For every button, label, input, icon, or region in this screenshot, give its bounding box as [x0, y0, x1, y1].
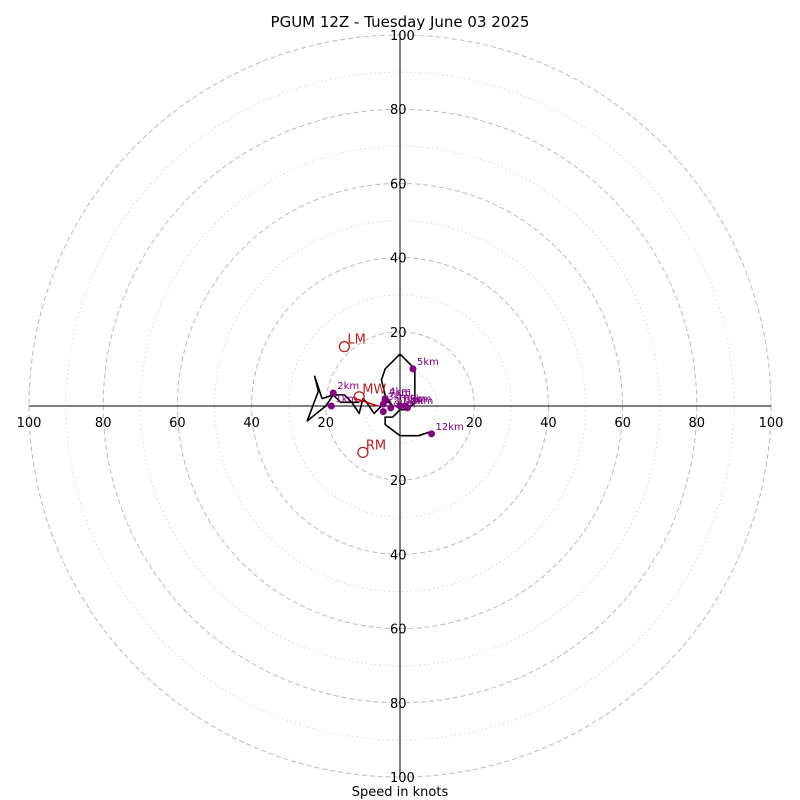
x-tick-label: 60: [614, 416, 631, 431]
height-marker-label: 12km: [436, 422, 464, 433]
y-tick-label: 40: [390, 548, 407, 563]
x-tick-label: 100: [759, 416, 784, 431]
x-tick-label: 80: [689, 416, 706, 431]
x-tick-label: 20: [318, 416, 335, 431]
height-marker: [327, 402, 335, 410]
storm-motion-label: MW: [362, 383, 386, 398]
y-tick-label: 40: [390, 252, 407, 267]
shear-vector-layer: [355, 397, 378, 407]
storm-motion-label: RM: [366, 438, 386, 453]
height-marker: [409, 365, 417, 373]
x-tick-label: 80: [95, 416, 112, 431]
y-tick-label: 60: [390, 177, 407, 192]
height-marker-label: 5km: [417, 357, 439, 368]
height-marker: [387, 404, 395, 412]
height-marker-label: 10km: [387, 400, 415, 411]
shear-vector: [355, 397, 378, 407]
height-marker-label: 7km: [389, 388, 411, 399]
x-tick-label: 60: [169, 416, 186, 431]
y-tick-label: 80: [390, 697, 407, 712]
height-marker-label: 1km: [335, 394, 357, 405]
x-axis-label: Speed in knots: [352, 785, 449, 800]
x-tick-label: 100: [17, 416, 42, 431]
storm-motion-label: LM: [347, 333, 365, 348]
x-tick-label: 40: [243, 416, 260, 431]
storm-motion-markers: LM MW RM: [338, 333, 386, 459]
storm-motion-marker: [353, 391, 365, 403]
height-marker-label: 3km: [387, 392, 409, 403]
storm-motion-marker: [357, 446, 369, 459]
height-marker: [381, 396, 389, 404]
height-marker-label: 2km: [337, 381, 359, 392]
tick-labels: 100 80 60 40 20 20 40 60 80 100 100 80 60 40 20 20 40 60 8…: [17, 29, 784, 786]
y-tick-label: 20: [390, 326, 407, 341]
y-tick-label: 80: [390, 103, 407, 118]
y-tick-label: 100: [390, 771, 415, 786]
y-tick-label: 20: [390, 474, 407, 489]
height-marker-label: 4km: [389, 387, 411, 398]
storm-motion-marker: [338, 340, 351, 353]
y-tick-label: 60: [390, 623, 407, 638]
height-marker-label: 9km: [410, 394, 432, 405]
height-marker-label: 8km: [411, 396, 433, 407]
height-marker: [396, 402, 404, 410]
x-tick-label: 40: [540, 416, 557, 431]
x-tick-label: 20: [466, 416, 483, 431]
y-tick-label: 100: [390, 29, 415, 44]
chart-title: PGUM 12Z - Tuesday June 03 2025: [271, 13, 530, 31]
height-marker: [428, 430, 436, 438]
height-marker: [379, 408, 387, 416]
height-marker-label: 6km: [404, 394, 426, 405]
height-marker: [402, 402, 410, 410]
height-marker: [329, 389, 337, 397]
height-marker-label: 11km: [395, 396, 423, 407]
